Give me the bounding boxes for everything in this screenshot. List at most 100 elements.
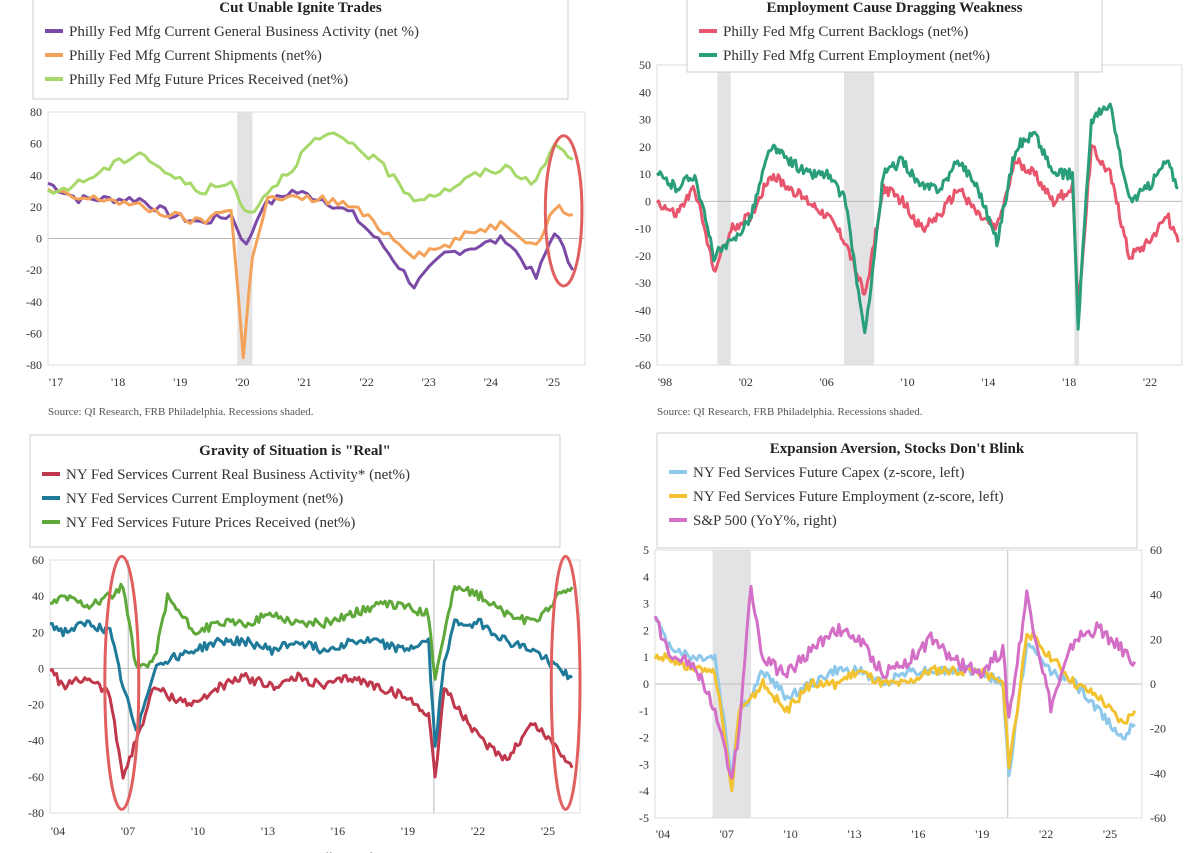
x-tick-label: '17	[49, 375, 63, 389]
series-line-3	[47, 131, 574, 214]
y-tick-label: -60	[28, 770, 44, 784]
x-tick-label: '04	[656, 827, 670, 841]
y-tick-label: -50	[635, 331, 651, 345]
legend-entry: Philly Fed Mfg Current General Business …	[69, 24, 419, 40]
legend-entry: NY Fed Services Current Real Business Ac…	[66, 467, 410, 483]
plot-frame	[47, 111, 586, 366]
legend-entry: NY Fed Services Future Employment (z-sco…	[693, 489, 1004, 505]
y-tick-label: -80	[26, 358, 42, 372]
chart-svg: 50 40 30 20 10 0 -10 -20 -30 -40 -50 -60 '98 '02 '06 '1…	[635, 0, 1183, 418]
highlight-ellipse	[103, 554, 141, 811]
legend-box	[29, 434, 561, 548]
legend-box	[686, 0, 1103, 73]
x-tick-label: '22	[1039, 827, 1053, 841]
highlight-ellipse	[543, 134, 584, 288]
source-note: Source: QI Research, FRB Philadelphia. R…	[48, 406, 314, 418]
chart-svg: 5 4 3 2 1 0 -1 -2 -3 -4 -5 60 40 20 0 -20 -40 -60 '04 '07 '1…	[639, 432, 1166, 841]
source-note: Source: QI Research, FRB New York. Reces…	[50, 851, 406, 853]
y-tick-label: -80	[28, 806, 44, 820]
y-tick-label: 3	[643, 597, 649, 611]
legend-box	[656, 432, 1138, 549]
y-tick-label: -20	[26, 263, 42, 277]
y-tick-label: -60	[26, 326, 42, 340]
legend-entry: NY Fed Services Future Prices Received (…	[66, 515, 355, 531]
x-tick-label: '13	[847, 827, 861, 841]
y-tick-label: -1	[639, 704, 649, 718]
series-line-3	[49, 582, 574, 681]
y-tick-label: 40	[32, 589, 44, 603]
y-tick-label: 20	[32, 625, 44, 639]
y-right-tick-label: 20	[1150, 632, 1162, 646]
x-tick-label: '22	[471, 824, 485, 838]
x-tick-label: '07	[720, 827, 734, 841]
plot-frame	[654, 549, 1143, 819]
chart-ny-fed-services-gravity: 60 40 20 0 -20 -40 -60 -80 '04 '07 '10 '13 '16 '19 '22…	[0, 427, 597, 853]
x-tick-label: '02	[739, 375, 753, 389]
x-tick-label: '07	[121, 824, 135, 838]
y-tick-label: -20	[28, 698, 44, 712]
x-tick-label: '19	[401, 824, 415, 838]
legend-entry: Philly Fed Mfg Current Backlogs (net%)	[723, 24, 968, 40]
chart-title: Employment Cause Dragging Weakness	[767, 0, 1023, 16]
chart-title: Expansion Aversion, Stocks Don't Blink	[770, 441, 1025, 457]
y-tick-label: 10	[639, 167, 651, 181]
chart-philly-fed-general-activity: 80 60 40 20 0 -20 -40 -60 -80 '17 '18 '19 '20 '21 '22 '…	[0, 0, 597, 427]
y-tick-label: -3	[639, 757, 649, 771]
legend-entry: NY Fed Services Current Employment (net%…	[66, 491, 343, 507]
y-tick-label: -30	[635, 276, 651, 290]
y-tick-label: -40	[28, 734, 44, 748]
y-right-tick-label: -20	[1150, 722, 1166, 736]
x-tick-label: '19	[173, 375, 187, 389]
highlight-ellipse	[549, 554, 582, 811]
y-tick-label: 60	[32, 553, 44, 567]
y-tick-label: -2	[639, 731, 649, 745]
x-tick-label: '10	[900, 375, 914, 389]
series-line-3	[653, 584, 1137, 780]
x-tick-label: '06	[820, 375, 834, 389]
plot-frame	[49, 559, 581, 814]
y-tick-label: 80	[30, 105, 42, 119]
chart-svg: 60 40 20 0 -20 -40 -60 -80 '04 '07 '10 '13 '16 '19 '22…	[28, 434, 582, 853]
y-tick-label: 2	[643, 623, 649, 637]
x-tick-label: '19	[975, 827, 989, 841]
legend-entry: Philly Fed Mfg Current Shipments (net%)	[69, 48, 322, 64]
legend-entry: Philly Fed Mfg Current Employment (net%)	[723, 48, 990, 64]
y-tick-label: 1	[643, 650, 649, 664]
y-tick-label: -60	[635, 358, 651, 372]
series-line-1	[655, 144, 1180, 313]
recession-shade	[717, 65, 731, 365]
y-tick-label: -10	[635, 222, 651, 236]
x-tick-label: '13	[261, 824, 275, 838]
y-tick-label: -20	[635, 249, 651, 263]
y-tick-label: 40	[639, 85, 651, 99]
source-note: Source: QI Research, FRB Philadelphia. R…	[657, 406, 923, 418]
x-tick-label: '16	[331, 824, 345, 838]
y-tick-label: 0	[643, 677, 649, 691]
y-tick-label: 40	[30, 168, 42, 182]
x-tick-label: '22	[1143, 375, 1157, 389]
x-tick-label: '16	[911, 827, 925, 841]
series-line-2	[47, 187, 573, 360]
x-tick-label: '25	[541, 824, 555, 838]
x-tick-label: '10	[191, 824, 205, 838]
x-tick-label: '25	[1103, 827, 1117, 841]
y-tick-label: -5	[639, 811, 649, 825]
series-line-2	[655, 102, 1179, 335]
y-tick-label: -4	[639, 784, 649, 798]
chart-svg: 80 60 40 20 0 -20 -40 -60 -80 '17 '18 '19 '20 '21 '22 '…	[26, 0, 586, 418]
y-right-tick-label: 40	[1150, 588, 1162, 602]
x-tick-label: '10	[784, 827, 798, 841]
x-tick-label: '24	[484, 375, 498, 389]
x-tick-label: '18	[111, 375, 125, 389]
y-right-tick-label: 0	[1150, 677, 1156, 691]
y-right-tick-label: -40	[1150, 766, 1166, 780]
x-tick-label: '23	[422, 375, 436, 389]
y-tick-label: 50	[639, 58, 651, 72]
y-right-tick-label: -60	[1150, 811, 1166, 825]
legend-entry: NY Fed Services Future Capex (z-score, l…	[693, 465, 964, 481]
chart-philly-fed-employment: 50 40 30 20 10 0 -10 -20 -30 -40 -50 -60 '98 '02 '06 '1…	[597, 0, 1194, 427]
legend-entry: S&P 500 (YoY%, right)	[693, 513, 837, 529]
y-tick-label: -40	[26, 295, 42, 309]
y-tick-label: 0	[36, 232, 42, 246]
chart-ny-fed-services-expansion: 5 4 3 2 1 0 -1 -2 -3 -4 -5 60 40 20 0 -20 -40 -60 '04 '07 '1…	[597, 427, 1194, 853]
